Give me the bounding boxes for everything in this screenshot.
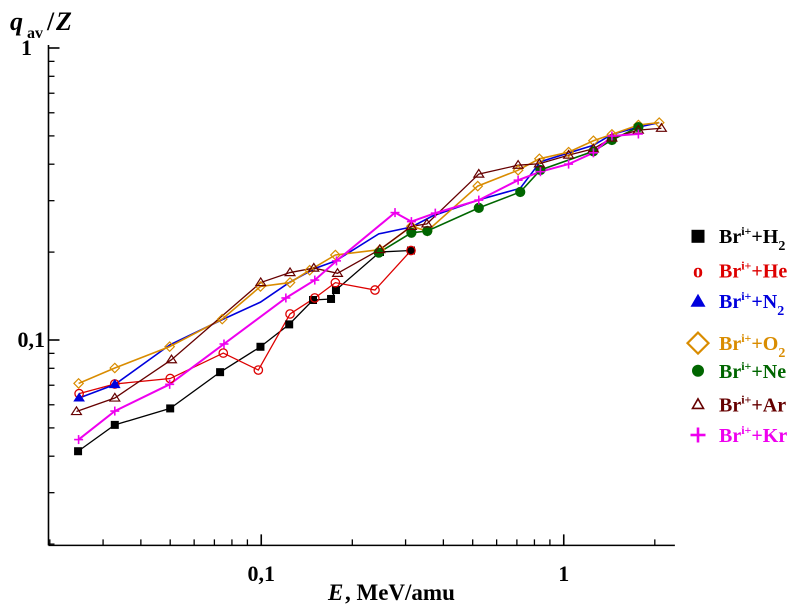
svg-text:0,1: 0,1 bbox=[247, 561, 275, 586]
svg-text:/: / bbox=[46, 7, 55, 36]
svg-text:Bri++Kr: Bri++Kr bbox=[719, 423, 787, 447]
svg-text:Bri++Ar: Bri++Ar bbox=[719, 392, 786, 416]
svg-text:o: o bbox=[693, 261, 703, 283]
svg-text:, MeV/amu: , MeV/amu bbox=[345, 580, 455, 605]
svg-text:0,1: 0,1 bbox=[18, 327, 46, 352]
svg-text:1: 1 bbox=[21, 35, 32, 60]
svg-text:Z: Z bbox=[55, 7, 72, 36]
svg-text:Bri++Ne: Bri++Ne bbox=[719, 359, 786, 383]
svg-text:E: E bbox=[327, 580, 343, 605]
svg-text:1: 1 bbox=[558, 561, 569, 586]
svg-text:q: q bbox=[10, 7, 23, 36]
svg-text:Bri++He: Bri++He bbox=[719, 259, 787, 283]
